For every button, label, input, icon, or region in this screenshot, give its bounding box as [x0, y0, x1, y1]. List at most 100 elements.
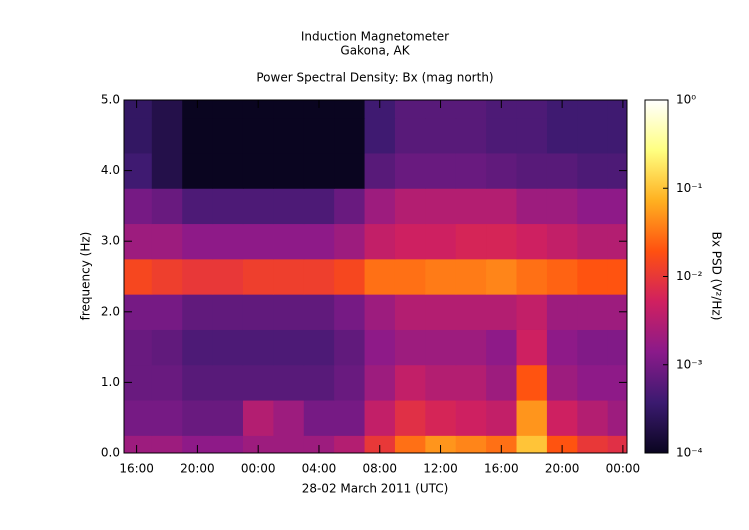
heatmap-cell — [151, 152, 183, 189]
heatmap-cell — [607, 294, 627, 330]
heatmap-cell — [546, 117, 578, 154]
heatmap-cell — [182, 152, 214, 189]
heatmap-cell — [212, 329, 244, 366]
heatmap-cell — [242, 223, 274, 260]
heatmap-cell — [364, 435, 396, 453]
heatmap-cell — [151, 435, 183, 453]
heatmap-cell — [334, 117, 366, 154]
heatmap-cell — [182, 294, 214, 330]
heatmap-cell — [486, 100, 518, 119]
heatmap-cell — [151, 258, 183, 295]
heatmap-cell — [425, 329, 457, 366]
heatmap-cell — [303, 188, 335, 225]
heatmap-cell — [334, 329, 366, 366]
heatmap-cell — [516, 294, 548, 330]
heatmap-cell — [334, 435, 366, 453]
heatmap-cell — [425, 435, 457, 453]
heatmap-cell — [455, 152, 487, 189]
heatmap-cell — [607, 100, 627, 119]
heatmap-cell — [486, 223, 518, 260]
heatmap-cell — [364, 117, 396, 154]
heatmap-cell — [516, 329, 548, 366]
x-tick-label: 00:00 — [606, 462, 641, 476]
heatmap-cell — [607, 400, 627, 436]
heatmap-cell — [212, 152, 244, 189]
heatmap-cell — [486, 364, 518, 401]
heatmap-cell — [546, 364, 578, 401]
heatmap-cell — [607, 117, 627, 154]
heatmap-cell — [273, 223, 305, 260]
heatmap-cell — [516, 364, 548, 401]
heatmap-cell — [546, 100, 578, 119]
heatmap-cell — [303, 400, 335, 436]
heatmap-cell — [577, 435, 609, 453]
heatmap-cell — [151, 223, 183, 260]
heatmap-cell — [303, 100, 335, 119]
heatmap-cell — [577, 223, 609, 260]
heatmap-cell — [394, 223, 426, 260]
heatmap-cell — [242, 364, 274, 401]
x-tick-label: 08:00 — [362, 462, 397, 476]
heatmap-cell — [242, 294, 274, 330]
heatmap-cell — [212, 117, 244, 154]
heatmap-cell — [425, 117, 457, 154]
heatmap-cell — [546, 188, 578, 225]
heatmap-cell — [212, 100, 244, 119]
heatmap-cell — [577, 100, 609, 119]
y-axis-label: frequency (Hz) — [79, 232, 93, 321]
heatmap-cell — [577, 400, 609, 436]
colorbar-tick-label: 10⁰ — [676, 93, 696, 107]
heatmap-cell — [394, 329, 426, 366]
heatmap-cell — [182, 223, 214, 260]
heatmap-cell — [242, 100, 274, 119]
heatmap-cell — [212, 435, 244, 453]
heatmap-cell — [124, 329, 153, 366]
y-tick-label: 2.0 — [101, 304, 120, 318]
heatmap-cell — [394, 100, 426, 119]
heatmap-cell — [455, 188, 487, 225]
heatmap-cell — [212, 223, 244, 260]
heatmap-cell — [607, 435, 627, 453]
plot-frame — [123, 99, 628, 454]
x-tick-label: 20:00 — [180, 462, 215, 476]
colorbar-tick-label: 10⁻¹ — [676, 181, 703, 195]
heatmap-cell — [577, 258, 609, 295]
heatmap-cell — [182, 188, 214, 225]
heatmap-cell — [303, 117, 335, 154]
heatmap-cell — [394, 258, 426, 295]
heatmap-cell — [425, 364, 457, 401]
heatmap-cell — [425, 258, 457, 295]
heatmap-cell — [364, 294, 396, 330]
heatmap-cell — [516, 188, 548, 225]
heatmap-cell — [577, 152, 609, 189]
heatmap-cell — [546, 435, 578, 453]
heatmap-cell — [182, 435, 214, 453]
heatmap-cell — [486, 188, 518, 225]
heatmap-cell — [577, 364, 609, 401]
heatmap-cell — [151, 117, 183, 154]
heatmap-cell — [577, 294, 609, 330]
heatmap-cell — [455, 400, 487, 436]
x-tick-label: 12:00 — [423, 462, 458, 476]
heatmap-cell — [151, 188, 183, 225]
heatmap-cell — [151, 294, 183, 330]
heatmap-cell — [364, 223, 396, 260]
heatmap-cell — [516, 258, 548, 295]
heatmap-cell — [546, 223, 578, 260]
x-tick-label: 16:00 — [484, 462, 519, 476]
heatmap-cell — [242, 258, 274, 295]
heatmap-cell — [182, 400, 214, 436]
heatmap-cell — [607, 329, 627, 366]
heatmap-cell — [546, 294, 578, 330]
heatmap-cell — [607, 223, 627, 260]
heatmap-cell — [242, 329, 274, 366]
heatmap-cell — [334, 100, 366, 119]
heatmap-cell — [273, 258, 305, 295]
heatmap-cell — [486, 400, 518, 436]
y-tick-label: 3.0 — [101, 234, 120, 248]
heatmap-cell — [124, 100, 153, 119]
heatmap-cell — [124, 117, 153, 154]
heatmap-cell — [577, 188, 609, 225]
x-axis-label: 28-02 March 2011 (UTC) — [302, 482, 449, 496]
heatmap-cell — [546, 400, 578, 436]
